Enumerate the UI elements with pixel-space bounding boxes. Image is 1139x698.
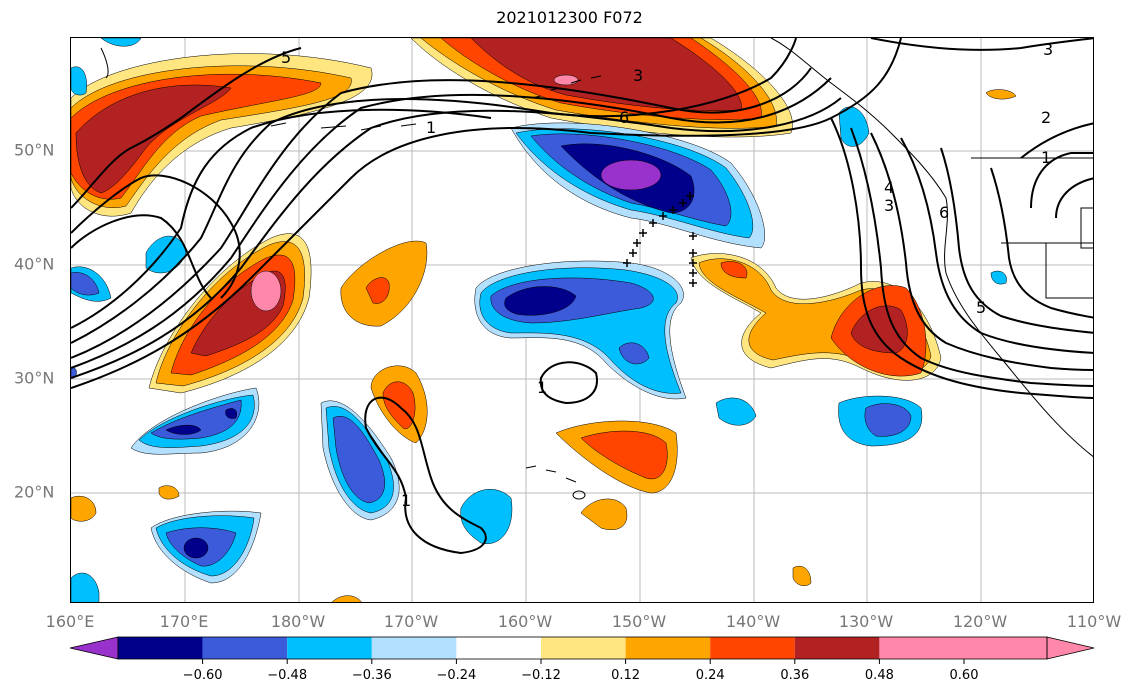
colorbar: [69, 636, 1095, 664]
x-tick-label: 110°W: [1066, 612, 1122, 631]
contour-lines: [71, 38, 1093, 555]
contour-label: 3: [1043, 40, 1053, 59]
contour-label: 1: [401, 491, 411, 510]
colorbar-tick-label: 0.48: [864, 668, 894, 683]
colorbar-segment: [287, 637, 372, 659]
colorbar-segment: [118, 637, 203, 659]
x-tick-label: 180°W: [270, 612, 326, 631]
colorbar-tick-label: −0.48: [267, 668, 308, 683]
x-tick-label: 140°W: [725, 612, 781, 631]
y-tick-label: 30°N: [14, 368, 55, 388]
contour-label: 1: [1041, 148, 1051, 167]
colorbar-tick-label: −0.36: [351, 668, 392, 683]
colorbar-segment: [710, 637, 795, 659]
colorbar-tick-label: 0.60: [949, 668, 979, 683]
x-tick-label: 120°W: [952, 612, 1008, 631]
colorbar-segment: [794, 637, 880, 659]
x-tick-label: 150°W: [611, 612, 667, 631]
colorbar-tick-label: −0.24: [436, 668, 477, 683]
x-tick-label: 160°E: [45, 612, 95, 631]
contour-label: 2: [1041, 108, 1051, 127]
contour-labels: 5 3 6 1 4 3 6 3 2 1 5 1 1: [281, 40, 1053, 510]
coastlines: [100, 38, 1093, 500]
colorbar-tick-label: 0.36: [780, 668, 810, 683]
x-tick-label: 170°W: [383, 612, 439, 631]
x-tick-label: 160°W: [497, 612, 553, 631]
colorbar-segment: [541, 637, 626, 659]
colorbar-segment: [879, 637, 1048, 659]
contour-label: 5: [976, 298, 986, 317]
map-title: 2021012300 F072: [496, 8, 643, 27]
colorbar-segment: [371, 637, 457, 659]
y-tick-label: 20°N: [14, 482, 55, 502]
x-tick-label: 130°W: [838, 612, 894, 631]
map-svg: 5 3 6 1 4 3 6 3 2 1 5 1 1: [71, 38, 1093, 602]
colorbar-segment: [69, 636, 119, 660]
contour-label: 3: [633, 66, 643, 85]
colorbar-tick-label: −0.12: [521, 668, 561, 683]
contour-label: 3: [884, 196, 894, 215]
colorbar-segment: [202, 637, 288, 659]
y-tick-label: 50°N: [14, 140, 55, 160]
contour-label: 6: [939, 203, 949, 222]
colorbar-tick-label: −0.60: [182, 668, 223, 683]
contour-label: 1: [537, 378, 547, 397]
y-tick-label: 40°N: [14, 254, 55, 274]
contour-label: 5: [281, 48, 291, 67]
colorbar-segment: [456, 637, 541, 659]
x-tick-label: 170°E: [159, 612, 209, 631]
colorbar-segment: [1046, 636, 1095, 660]
contour-label: 1: [426, 118, 436, 137]
colorbar-tick-label: 0.12: [611, 668, 641, 683]
negative-anomalies: [71, 38, 1007, 602]
contour-label: 4: [884, 178, 894, 197]
contour-label: 6: [619, 108, 629, 127]
colorbar-tick-label: 0.24: [695, 668, 725, 683]
map-panel: 5 3 6 1 4 3 6 3 2 1 5 1 1: [70, 37, 1094, 603]
colorbar-segment: [625, 637, 711, 659]
significance-markers: [623, 192, 697, 287]
